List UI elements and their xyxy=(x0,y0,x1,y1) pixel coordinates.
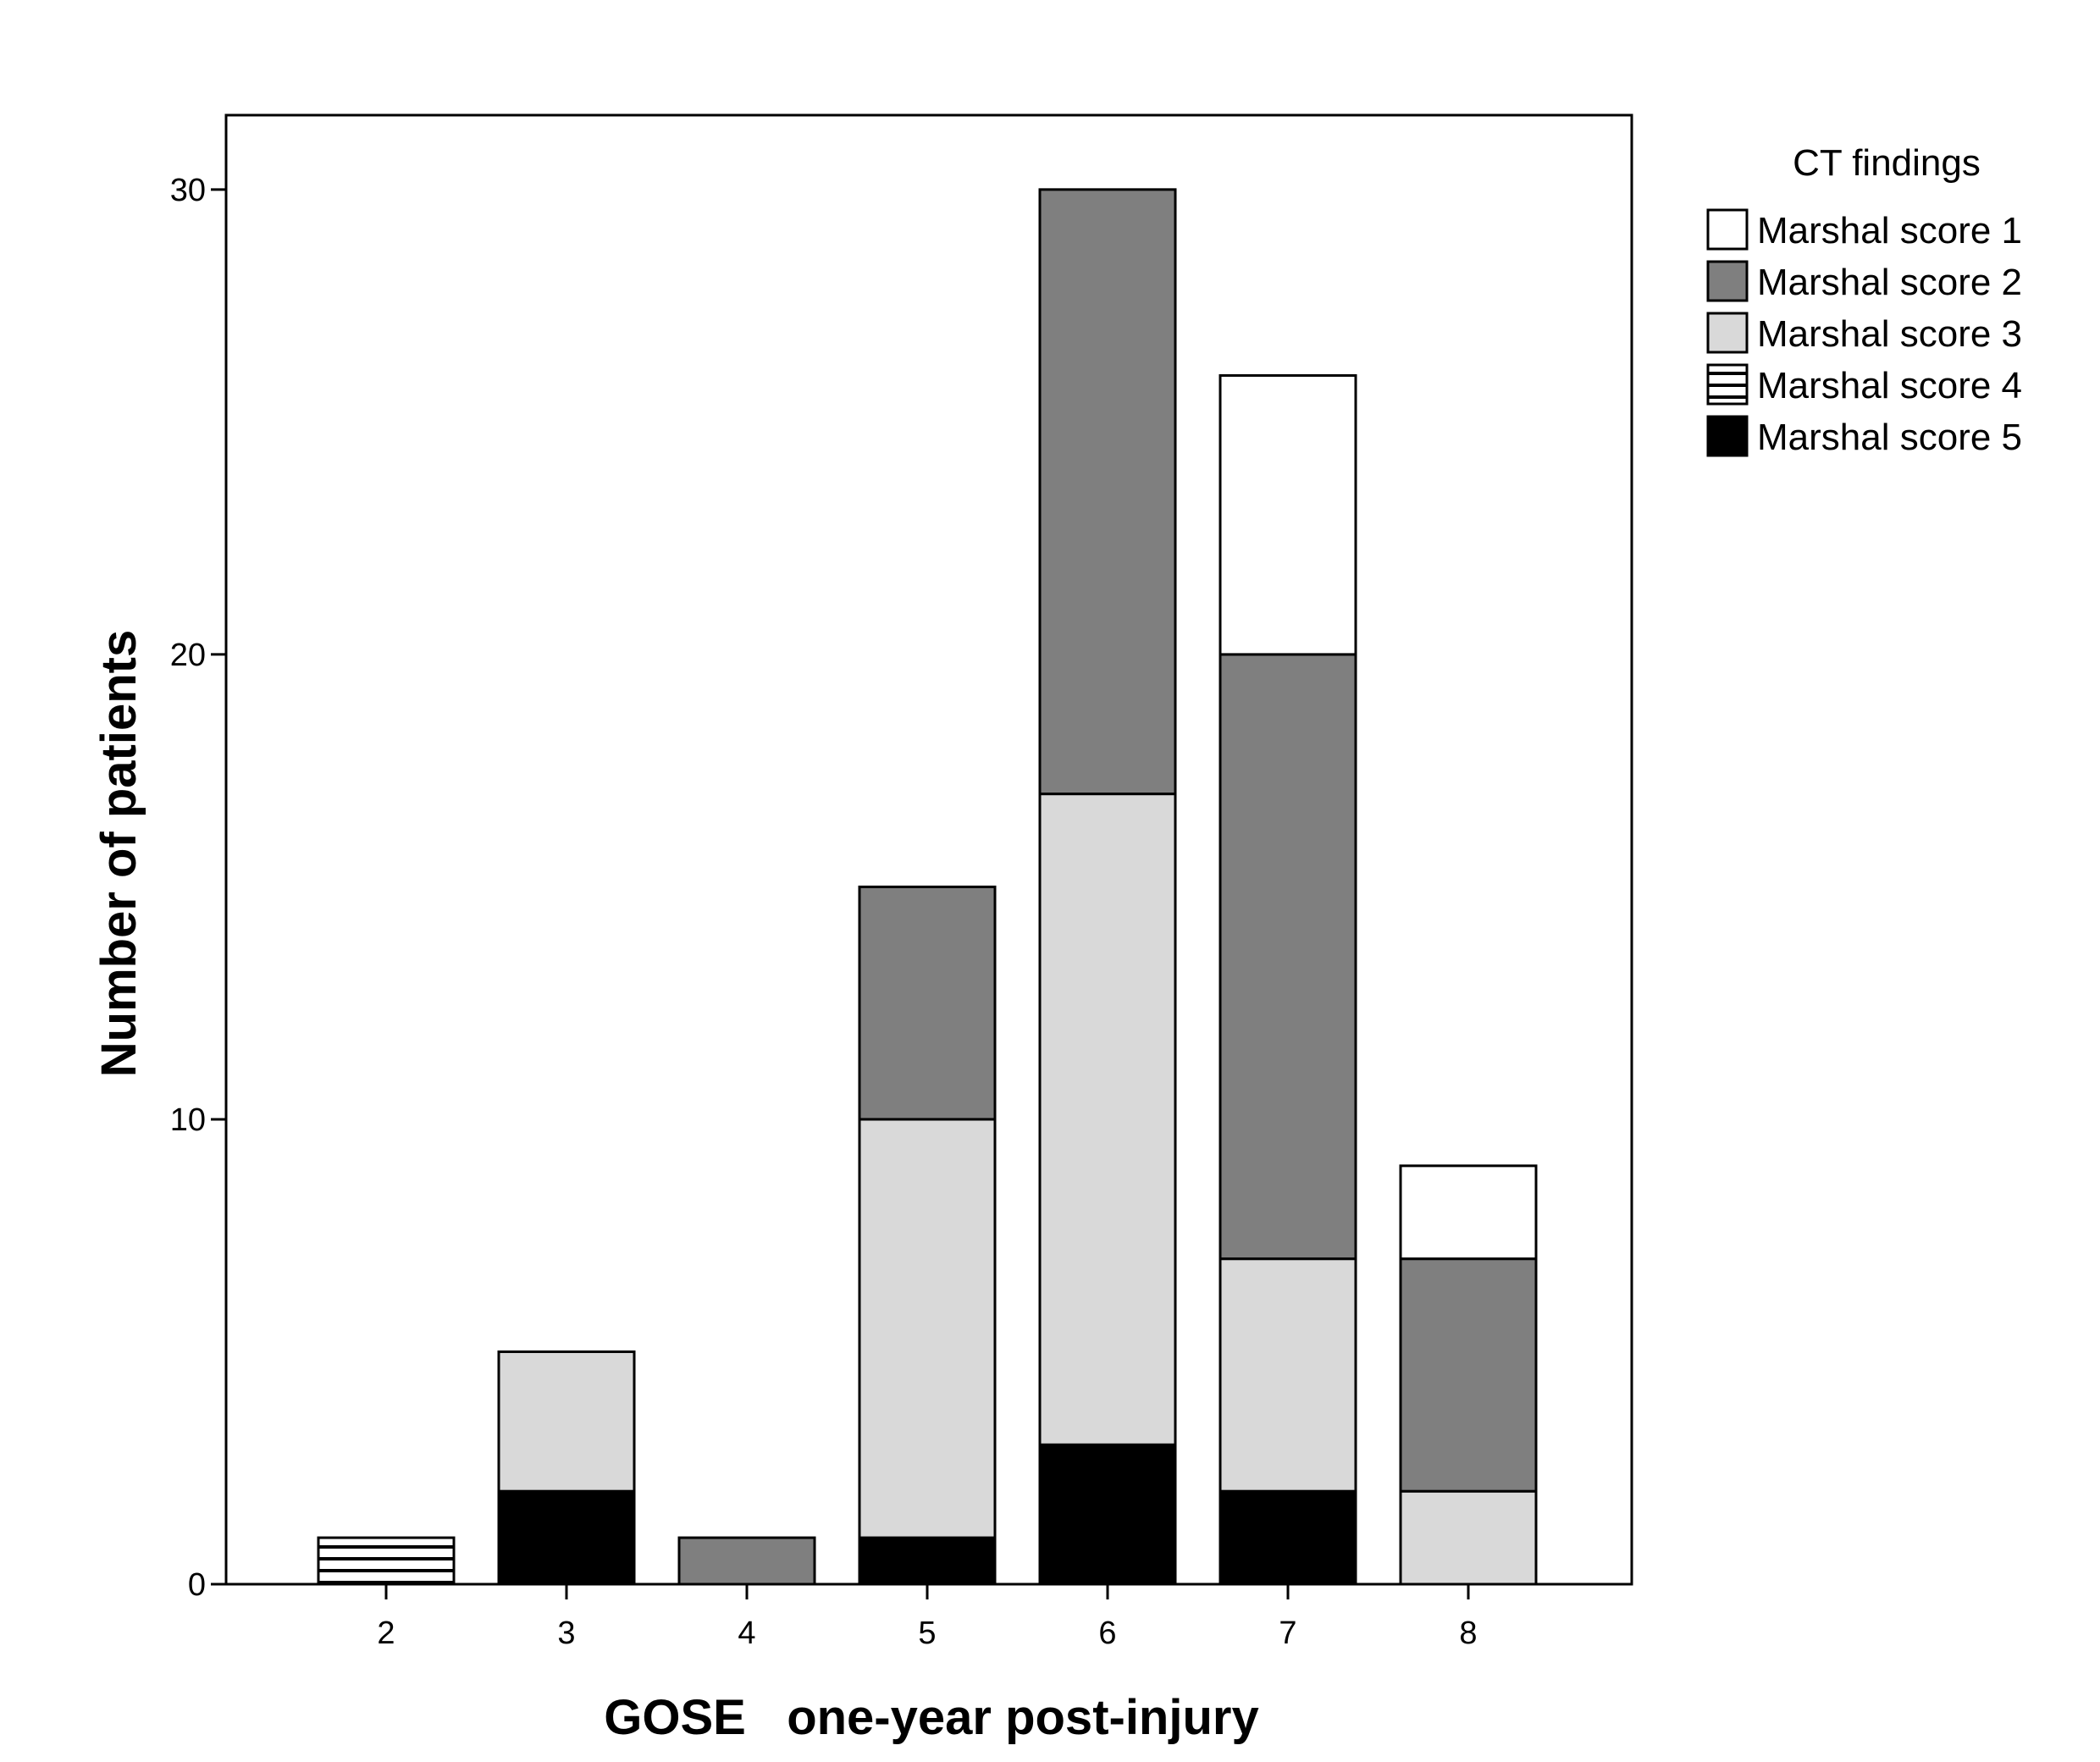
bar-segment-gose-5-marshal-score-2 xyxy=(858,885,997,1121)
bar-segment-gose-6-marshal-score-2 xyxy=(1038,188,1177,796)
x-tick-label: 5 xyxy=(918,1616,936,1651)
legend-swatch-marshal-score-4 xyxy=(1706,363,1749,406)
bar-segment-gose-8-marshal-score-3 xyxy=(1399,1489,1538,1586)
legend-label: Marshal score 1 xyxy=(1757,210,2022,251)
x-tick-label: 7 xyxy=(1279,1616,1296,1651)
legend-swatch-marshal-score-2 xyxy=(1706,260,1749,302)
legend-swatch-marshal-score-1 xyxy=(1706,208,1749,251)
legend-title: CT findings xyxy=(1793,142,1981,184)
x-tick-label: 6 xyxy=(1098,1616,1116,1651)
x-tick-label: 8 xyxy=(1459,1616,1477,1651)
legend-label: Marshal score 2 xyxy=(1757,262,2022,303)
bar-segment-gose-7-marshal-score-5 xyxy=(1219,1489,1357,1586)
bar-segment-gose-6-marshal-score-3 xyxy=(1038,793,1177,1446)
x-axis-title: GOSE one-year post-injury xyxy=(604,1690,1258,1745)
bar-segment-gose-5-marshal-score-5 xyxy=(858,1536,997,1586)
legend-label: Marshal score 5 xyxy=(1757,417,2022,458)
x-tick-label: 3 xyxy=(557,1616,575,1651)
legend-swatch-marshal-score-5 xyxy=(1706,415,1749,457)
y-tick-label: 0 xyxy=(188,1567,206,1603)
bar-segment-gose-3-marshal-score-5 xyxy=(497,1489,636,1586)
bar-segment-gose-7-marshal-score-3 xyxy=(1219,1257,1357,1493)
bar-segment-gose-6-marshal-score-5 xyxy=(1038,1443,1177,1586)
x-tick-label: 2 xyxy=(377,1616,395,1651)
bar-segment-gose-4-marshal-score-2 xyxy=(677,1536,816,1586)
bar-segment-gose-2-marshal-score-4 xyxy=(317,1536,456,1586)
bar-segment-gose-8-marshal-score-2 xyxy=(1399,1257,1538,1493)
bar-segment-gose-8-marshal-score-1 xyxy=(1399,1164,1538,1261)
legend-label: Marshal score 4 xyxy=(1757,365,2022,406)
bar-segment-gose-7-marshal-score-2 xyxy=(1219,653,1357,1261)
y-tick-label: 20 xyxy=(170,638,206,673)
y-tick-label: 30 xyxy=(170,173,206,208)
legend-swatch-marshal-score-3 xyxy=(1706,312,1749,354)
bar-segment-gose-5-marshal-score-3 xyxy=(858,1118,997,1539)
bar-segment-gose-7-marshal-score-1 xyxy=(1219,373,1357,656)
y-tick-label: 10 xyxy=(170,1102,206,1138)
bar-segment-gose-3-marshal-score-3 xyxy=(497,1350,636,1493)
x-tick-label: 4 xyxy=(738,1616,755,1651)
legend-label: Marshal score 3 xyxy=(1757,313,2022,355)
y-axis-title: Number of patients xyxy=(91,630,146,1078)
